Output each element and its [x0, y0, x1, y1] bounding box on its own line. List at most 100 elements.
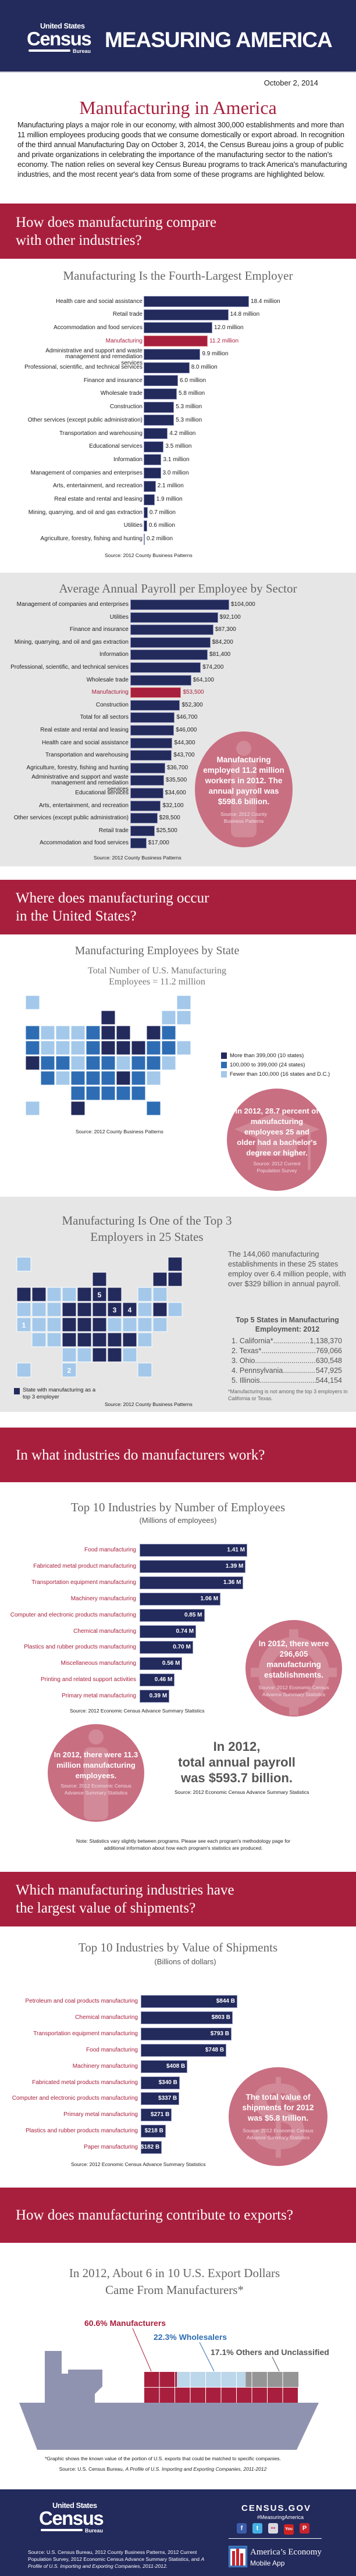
bar-label: Health care and social assistance	[42, 739, 129, 746]
census-gov-link[interactable]: CENSUS.GOV	[241, 2503, 312, 2513]
ship-hull	[19, 2403, 319, 2450]
bar-label: Finance and insurance	[69, 626, 129, 633]
census-logo[interactable]: United States Census Bureau	[27, 22, 92, 54]
state-pa	[122, 1302, 137, 1317]
bar-row: Educational services $34,600	[0, 788, 356, 798]
bar-row: Fabricated metal products manufacturing $…	[0, 2076, 356, 2089]
bar-label: Machinery manufacturing	[70, 1595, 136, 1602]
bar-row: Agriculture, forestry, fishing and hunti…	[0, 762, 356, 773]
bar	[141, 2060, 188, 2073]
dollar-icon: $	[250, 2067, 306, 2166]
bar-label: Administrative and support and waste man…	[31, 773, 129, 793]
bar-value-label: 5.3 million	[176, 404, 202, 411]
bar-label: Miscellaneous manufacturing	[60, 1660, 136, 1667]
logo-underline	[41, 2529, 83, 2531]
bar	[130, 687, 181, 698]
bar	[140, 1657, 183, 1671]
app-name[interactable]: America’s Economy	[250, 2548, 322, 2557]
bar	[144, 468, 161, 479]
state-mt	[55, 1025, 70, 1040]
chart-source: Source: 2012 County Business Patterns	[105, 552, 193, 558]
state-or	[25, 1040, 40, 1055]
leader-line	[199, 2342, 215, 2372]
state-id	[40, 1025, 55, 1040]
bar-label: Plastics and rubber products manufacturi…	[24, 1644, 136, 1651]
bar-row: Transportation and warehousing $43,700	[0, 750, 356, 761]
bar-label: Fabricated metal products manufacturing	[32, 2079, 138, 2086]
leader-line	[272, 2356, 280, 2372]
bar-row: Wholesale trade 5.8 million	[0, 388, 356, 399]
bar-value-label: $92,100	[219, 613, 241, 620]
state-ia	[86, 1040, 101, 1055]
bar	[140, 1608, 205, 1622]
bar-row: Information 3.1 million	[0, 454, 356, 466]
bar-value-label: $74,200	[202, 664, 224, 670]
twitter-icon[interactable]: t	[252, 2523, 262, 2534]
top5-item: 1. California*..........................…	[232, 1337, 342, 1345]
section-banner-industries: In what industries do manufacturers work…	[0, 1428, 356, 1482]
app-icon[interactable]	[229, 2546, 247, 2567]
bar	[140, 1690, 170, 1703]
youtube-icon[interactable]: You	[284, 2524, 294, 2535]
state-co	[47, 1317, 62, 1332]
facebook-icon[interactable]: f	[237, 2523, 247, 2534]
container-manufacturers	[206, 2388, 221, 2403]
state-ok	[70, 1086, 86, 1101]
export-ship-graphic: 60.6% Manufacturers 22.3% Wholesalers 17.1…	[19, 2318, 329, 2450]
bar-row: Transportation equipment manufacturing 1.…	[0, 1576, 356, 1589]
bar-value-label: $32,100	[162, 802, 184, 809]
flickr-icon[interactable]: ••	[268, 2523, 278, 2534]
state-sc	[131, 1071, 146, 1086]
bar-value-label: 0.56 M	[162, 1660, 180, 1667]
state-al	[107, 1347, 122, 1362]
top5-item: 3. Ohio.............................. 630…	[232, 1357, 342, 1365]
state-in	[101, 1040, 116, 1055]
bar-value-label: $52,300	[181, 701, 203, 708]
bar	[141, 2108, 172, 2122]
state-ri	[168, 1302, 183, 1317]
bar-row: Finance and insurance $87,300	[0, 625, 356, 636]
footer-census-logo[interactable]: United States Census Bureau	[39, 2501, 104, 2534]
bar-value-label: $748 B	[205, 2046, 225, 2053]
bar-row: Manufacturing $53,500	[0, 687, 356, 698]
bar-value-label: 12.0 million	[214, 324, 244, 331]
top5-item: 4. Pennsylvania.........................…	[232, 1367, 342, 1375]
bar-value-label: $340 B	[158, 2079, 177, 2086]
state-rank-label: 1	[22, 1321, 26, 1329]
bar	[141, 2092, 180, 2106]
bar-row: Accommodation and food services $17,000	[0, 838, 356, 849]
state-mi	[116, 1025, 131, 1040]
bar-label: Educational services	[75, 790, 129, 796]
bar-value-label: 3.1 million	[163, 456, 190, 463]
bar-value-label: 0.46 M	[154, 1676, 173, 1683]
state-nd	[70, 1025, 86, 1040]
bar-value-label: $36,700	[166, 764, 188, 771]
bar-label: Accommodation and food services	[40, 840, 129, 847]
state-nv	[40, 1040, 55, 1055]
state-nc	[116, 1071, 131, 1086]
bar-value-label: $87,300	[215, 626, 236, 633]
bar-value-label: $337 B	[158, 2095, 177, 2102]
state-de	[161, 1055, 176, 1071]
map-source: Source: 2012 County Business Patterns	[76, 1129, 163, 1134]
bar-row: Management of companies and enterprises 3…	[0, 468, 356, 479]
bar-value-label: 0.2 million	[147, 536, 173, 543]
state-mn	[77, 1287, 92, 1302]
bar-row: Educational services 3.5 million	[0, 441, 356, 452]
container-manufacturers	[283, 2388, 298, 2403]
bar-label: Chemical manufacturing	[73, 1628, 136, 1635]
pinterest-icon[interactable]: P	[300, 2523, 309, 2534]
bar	[140, 1641, 193, 1654]
series-label: 60.6% Manufacturers	[84, 2318, 166, 2328]
state-nh	[176, 1010, 191, 1025]
bar	[130, 700, 180, 711]
social-icons: f t •• You P	[234, 2523, 312, 2535]
bar-value-label: 4.2 million	[169, 430, 196, 437]
bar	[141, 2027, 232, 2040]
bar-label: Computer and electronic products manufac…	[12, 2095, 138, 2102]
bar-value-label: 0.7 million	[149, 509, 176, 516]
chart-source: Source: 2012 Economic Census Advance Sum…	[71, 2161, 206, 2167]
state-oh	[107, 1302, 122, 1317]
bar-row: Primary metal manufacturing 0.39 M	[0, 1690, 356, 1703]
state-ga	[122, 1347, 137, 1362]
